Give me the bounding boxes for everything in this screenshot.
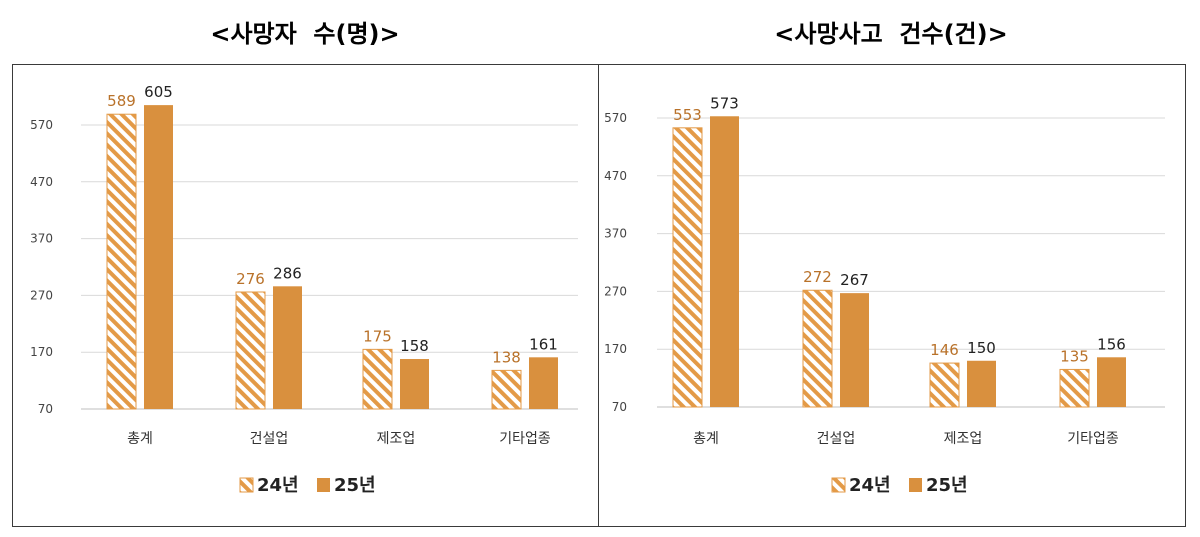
bar-25	[710, 116, 739, 408]
y-tick-label: 70	[612, 400, 627, 414]
bar-25	[529, 357, 558, 409]
data-label-24: 589	[107, 92, 136, 110]
legend-label-24: 24년	[849, 475, 891, 496]
y-tick-label: 170	[30, 345, 53, 359]
category-label: 총계	[127, 431, 153, 447]
chart-panel-accidents: 70 170 270 370 470 570 553 573 총계 272 267 건설업 146 150…	[598, 64, 1186, 527]
data-label-24: 146	[930, 341, 959, 359]
chart-panel-deaths: 70 170 270 370 470 570 589 605 총계 276 286 건설업 175 158…	[12, 64, 599, 527]
category-label: 제조업	[377, 431, 416, 447]
data-label-25: 150	[967, 339, 996, 357]
data-label-25: 158	[400, 337, 429, 355]
legend-swatch-25	[909, 478, 922, 492]
data-label-24: 138	[492, 348, 521, 366]
data-label-24: 276	[236, 270, 265, 288]
y-tick-label: 270	[604, 284, 627, 298]
bar-25	[967, 360, 996, 407]
data-label-25: 573	[710, 94, 739, 112]
y-tick-label: 170	[604, 342, 627, 356]
accidents-bar-chart: 70 170 270 370 470 570 553 573 총계 272 267 건설업 146 150…	[604, 94, 1165, 496]
bar-24	[235, 291, 266, 410]
category-label: 제조업	[944, 431, 983, 447]
bar-24	[672, 127, 703, 408]
deaths-bar-chart: 70 170 270 370 470 570 589 605 총계 276 286 건설업 175 158…	[30, 83, 578, 496]
bar-25	[1097, 357, 1126, 407]
y-tick-label: 370	[604, 227, 627, 241]
y-tick-label: 470	[604, 169, 627, 183]
legend-label-25: 25년	[334, 475, 376, 496]
bar-24	[929, 362, 960, 408]
data-label-24: 272	[803, 268, 832, 286]
bar-25	[273, 286, 302, 409]
data-label-25: 605	[144, 83, 173, 101]
bar-24	[491, 369, 522, 410]
legend-swatch-24	[239, 477, 254, 493]
data-label-24: 135	[1060, 347, 1089, 365]
bar-25	[840, 293, 869, 407]
data-label-25: 286	[273, 264, 302, 282]
data-label-25: 161	[529, 335, 558, 353]
legend-label-24: 24년	[257, 475, 299, 496]
bar-24	[1059, 368, 1090, 408]
y-tick-label: 570	[604, 111, 627, 125]
legend-swatch-24	[831, 477, 846, 493]
category-label: 건설업	[817, 431, 856, 447]
y-tick-label: 470	[30, 175, 53, 189]
y-tick-label: 570	[30, 118, 53, 132]
chart-title-deaths: <사망자 수(명)>	[210, 20, 400, 48]
y-tick-label: 370	[30, 232, 53, 246]
y-tick-label: 270	[30, 288, 53, 302]
category-label: 기타업종	[499, 431, 551, 447]
chart-title-accidents: <사망사고 건수(건)>	[774, 20, 1008, 48]
bar-24	[802, 289, 833, 408]
category-label: 총계	[693, 431, 719, 447]
legend-swatch-25	[317, 478, 330, 492]
data-label-24: 553	[673, 106, 702, 124]
y-tick-label: 70	[38, 402, 53, 416]
category-label: 건설업	[250, 431, 289, 447]
bar-25	[144, 105, 173, 409]
bar-25	[400, 359, 429, 409]
bar-24	[106, 113, 137, 410]
data-label-25: 267	[840, 271, 869, 289]
bar-24	[362, 348, 393, 410]
data-label-24: 175	[363, 327, 392, 345]
data-label-25: 156	[1097, 335, 1126, 353]
category-label: 기타업종	[1067, 431, 1119, 447]
legend-label-25: 25년	[926, 475, 968, 496]
